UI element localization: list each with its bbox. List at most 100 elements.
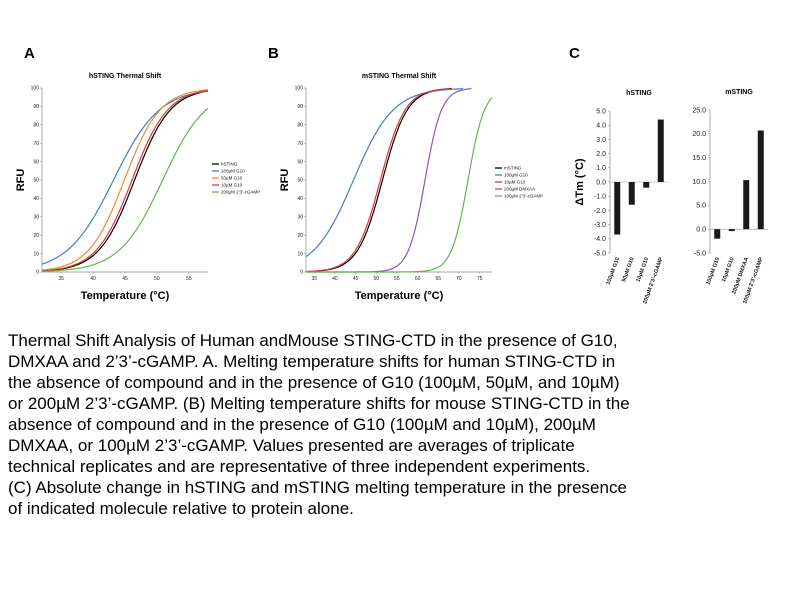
chart-msting-thermal-shift: mSTING Thermal Shift 0 10 20 30 40 50 60 70 80 90 1… <box>279 73 543 302</box>
y-tick-label: -5.0 <box>594 250 606 257</box>
panel-label-c: C <box>569 45 580 62</box>
y-tick-label: 0 <box>36 270 39 276</box>
chart-hsting-delta-tm: hSTING 5.0 4.0 3.0 2.0 1.0 0.0 -1.0 -2.0 -3.0 -4.0… <box>574 90 668 305</box>
legend-label: 50µM G10 <box>221 176 243 181</box>
legend-label: 100µM 2’3’-cGAMP <box>504 194 543 199</box>
x-tick-label: 35 <box>311 276 317 282</box>
x-axis-label: Temperature (°C) <box>81 290 170 302</box>
series-line <box>306 87 452 273</box>
y-tick-label: 0.0 <box>696 227 706 234</box>
y-tick-label: 100 <box>31 86 40 92</box>
x-tick-label: 45 <box>122 276 128 282</box>
bar <box>628 182 635 205</box>
chart-title: mSTING Thermal Shift <box>362 73 437 80</box>
y-tick-label: 2.0 <box>596 151 606 158</box>
bar <box>614 182 621 235</box>
y-tick-label: 60 <box>33 159 39 165</box>
category-label: 100µM G10 <box>606 257 622 286</box>
y-tick-label: 15.0 <box>692 155 706 162</box>
series-line <box>306 87 450 273</box>
y-tick-label: -1.0 <box>594 194 606 201</box>
bar <box>643 182 650 188</box>
y-tick-label: 60 <box>297 159 303 165</box>
y-tick-label: 50 <box>33 178 39 184</box>
x-tick-label: 60 <box>415 276 421 282</box>
legend-label: 10µM G10 <box>504 180 526 185</box>
y-tick-label: 0 <box>300 270 303 276</box>
y-tick-label: 5.0 <box>596 108 606 115</box>
y-tick-label: 0.0 <box>596 179 606 186</box>
y-tick-label: -2.0 <box>594 208 606 215</box>
y-tick-label: 5.0 <box>696 203 706 210</box>
figure: A B C hSTING Thermal Shift 0 10 20 30 40 50 60 7… <box>15 45 768 305</box>
y-axis-label: ΔTm (°C) <box>574 158 586 205</box>
y-tick-label: 30 <box>297 215 303 221</box>
y-tick-label: 90 <box>33 104 39 110</box>
y-tick-label: 10 <box>33 251 39 257</box>
y-tick-label: -5.0 <box>694 250 706 257</box>
x-tick-label: 55 <box>186 276 192 282</box>
y-tick-label: 25.0 <box>692 107 706 114</box>
bar <box>743 180 750 230</box>
y-tick-label: 1.0 <box>596 165 606 172</box>
x-axis-label: Temperature (°C) <box>355 290 444 302</box>
category-label: 10µM G10 <box>721 257 735 283</box>
y-tick-label: 3.0 <box>596 137 606 144</box>
y-tick-label: 30 <box>33 215 39 221</box>
chart-title: hSTING Thermal Shift <box>89 73 162 80</box>
y-tick-label: 10.0 <box>692 179 706 186</box>
y-tick-label: 90 <box>297 104 303 110</box>
y-tick-label: 80 <box>33 123 39 129</box>
y-tick-label: 70 <box>297 141 303 147</box>
x-tick-label: 35 <box>58 276 64 282</box>
y-axis-label: RFU <box>279 169 291 192</box>
legend-label: hSTING <box>221 162 238 167</box>
y-tick-label: 50 <box>297 178 303 184</box>
x-tick-label: 40 <box>90 276 96 282</box>
y-tick-label: 4.0 <box>596 123 606 130</box>
y-tick-label: -4.0 <box>594 236 606 243</box>
x-tick-label: 50 <box>373 276 379 282</box>
y-tick-label: 80 <box>297 123 303 129</box>
y-tick-label: 20.0 <box>692 131 706 138</box>
category-label: 100µM G10 <box>706 257 722 286</box>
series-line <box>305 87 464 258</box>
bar <box>757 130 764 230</box>
category-label: 50µM G10 <box>621 257 635 283</box>
series-line <box>41 90 209 272</box>
figure-caption: Thermal Shift Analysis of Human andMouse… <box>8 331 630 518</box>
legend-label: 10µM G10 <box>221 183 243 188</box>
y-tick-label: 40 <box>297 196 303 202</box>
bar <box>657 119 664 182</box>
x-tick-label: 45 <box>353 276 359 282</box>
bar <box>728 229 735 232</box>
chart-title: mSTING <box>725 89 753 96</box>
y-tick-label: 10 <box>297 251 303 257</box>
bar <box>714 229 721 239</box>
series-line <box>42 107 209 272</box>
y-axis-label: RFU <box>15 169 27 192</box>
x-tick-label: 50 <box>154 276 160 282</box>
chart-hsting-thermal-shift: hSTING Thermal Shift 0 10 20 30 40 50 60 70 80 90 1… <box>15 73 260 302</box>
y-tick-label: -3.0 <box>594 222 606 229</box>
legend-label: mSTING <box>504 166 522 171</box>
category-label: 10µM G10 <box>636 257 650 283</box>
y-tick-label: 100 <box>295 86 304 92</box>
y-tick-label: 70 <box>33 141 39 147</box>
legend-label: 100µM G10 <box>221 169 245 174</box>
panel-label-a: A <box>24 45 35 62</box>
series-line <box>41 89 209 271</box>
x-tick-label: 70 <box>456 276 462 282</box>
series-line <box>41 90 209 265</box>
legend-label: 200µM DMXAA <box>504 187 535 192</box>
x-tick-label: 40 <box>332 276 338 282</box>
y-tick-label: 20 <box>297 233 303 239</box>
legend-label: 200µM 2’3’-cGAMP <box>221 190 260 195</box>
x-tick-label: 55 <box>394 276 400 282</box>
series-line <box>41 90 209 272</box>
series-line <box>306 97 493 273</box>
y-tick-label: 40 <box>33 196 39 202</box>
panel-label-b: B <box>268 45 279 62</box>
x-tick-label: 65 <box>435 276 441 282</box>
